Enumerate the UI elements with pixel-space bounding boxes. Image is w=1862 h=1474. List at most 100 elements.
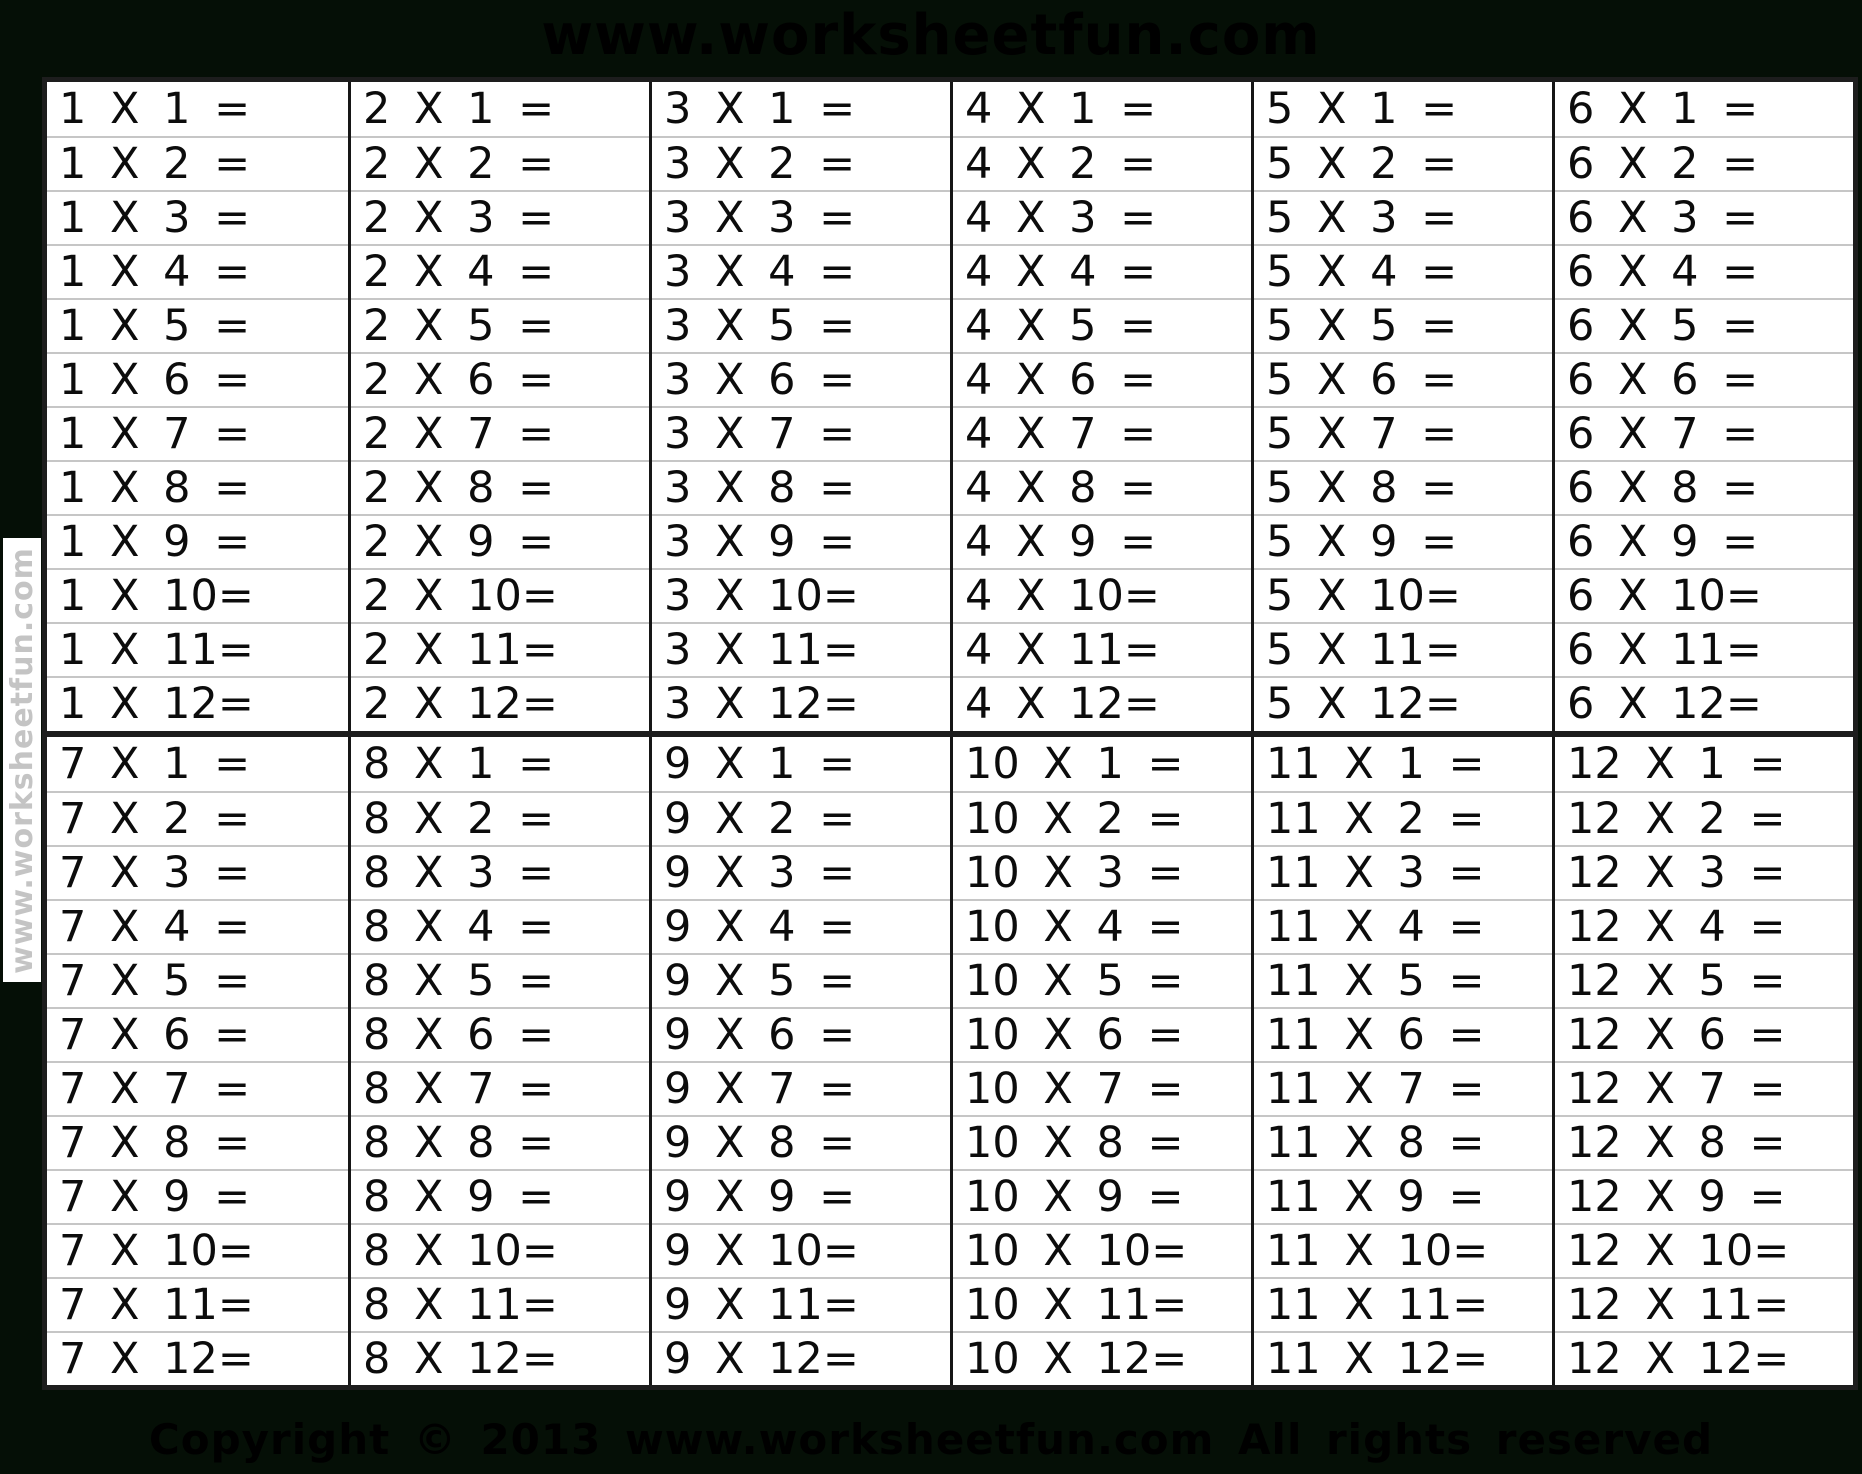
times-table-cell: 10 X 1 =: [965, 738, 1184, 789]
times-table-cell: 2 X 2 =: [351, 136, 649, 190]
times-table-cell: 2 X 12=: [351, 676, 649, 730]
times-table-cell: 4 X 4 =: [953, 244, 1251, 298]
times-table-cell: 12 X 2 =: [1555, 790, 1853, 845]
times-table-cell: 8 X 9 =: [351, 1168, 649, 1223]
times-table-cell: 8 X 6 =: [351, 1006, 649, 1061]
times-table-cell: 6 X 2 =: [1555, 136, 1853, 190]
times-table-cell: 4 X 11=: [953, 622, 1251, 676]
times-table-cell: 11 X 3 =: [1254, 844, 1552, 899]
times-table-cell: 12 X 7 =: [1555, 1060, 1853, 1115]
times-table-cell: 7 X 8 =: [47, 1114, 348, 1169]
times-table-cell: 1 X 11=: [47, 622, 348, 676]
times-table-cell: 5 X 5 =: [1254, 298, 1552, 352]
times-table-cell: 6 X 10=: [1555, 568, 1853, 622]
times-table-cell: 6 X 5 =: [1555, 298, 1853, 352]
times-table-cell: 6 X 11=: [1555, 622, 1853, 676]
times-table-cell: 4 X 10=: [953, 568, 1251, 622]
times-table-block-6: 6 X 1 = 6 X 2 = 6 X 3 = 6 X 4 = 6 X 5 = 6 X 6…: [1552, 82, 1853, 731]
times-table-cell: 6 X 6 =: [1555, 352, 1853, 406]
times-table-cell: 11 X 1 =: [1266, 738, 1485, 789]
times-table-cell: 10 X 4 =: [953, 898, 1251, 953]
times-table-cell: 4 X 6 =: [953, 352, 1251, 406]
times-table-cell: 4 X 5 =: [953, 298, 1251, 352]
times-table-cell: 7 X 9 =: [47, 1168, 348, 1223]
times-table-cell: 10 X 11=: [953, 1276, 1251, 1331]
times-table-cell: 11 X 4 =: [1254, 898, 1552, 953]
times-table-cell: 10 X 8 =: [953, 1114, 1251, 1169]
times-table-cell: 12 X 5 =: [1555, 952, 1853, 1007]
times-table-cell: 4 X 1 =: [965, 84, 1157, 135]
times-table-cell: 7 X 5 =: [47, 952, 348, 1007]
times-table-cell: 4 X 9 =: [953, 514, 1251, 568]
times-table-cell: 9 X 1 =: [664, 738, 856, 789]
times-table-cell: 2 X 4 =: [351, 244, 649, 298]
times-table-cell: 3 X 3 =: [652, 190, 950, 244]
times-table-block-7: 7 X 1 = 7 X 2 = 7 X 3 = 7 X 4 = 7 X 5 = 7 X 6…: [47, 737, 348, 1386]
times-table-cell: 10 X 12=: [953, 1330, 1251, 1385]
times-table-cell: 5 X 10=: [1254, 568, 1552, 622]
times-table-cell: 4 X 3 =: [953, 190, 1251, 244]
times-table-cell: 8 X 8 =: [351, 1114, 649, 1169]
times-table-cell: 3 X 7 =: [652, 406, 950, 460]
times-table-cell: 1 X 4 =: [47, 244, 348, 298]
times-table-cell: 8 X 11=: [351, 1276, 649, 1331]
times-table-cell: 11 X 2 =: [1254, 790, 1552, 845]
times-table-cell: 11 X 6 =: [1254, 1006, 1552, 1061]
times-table-cell: 7 X 2 =: [47, 790, 348, 845]
times-table-cell: 3 X 8 =: [652, 460, 950, 514]
times-table-cell: 4 X 12=: [953, 676, 1251, 730]
times-table-cell: 8 X 10=: [351, 1222, 649, 1277]
times-table-block-9: 9 X 1 = 9 X 2 = 9 X 3 = 9 X 4 = 9 X 5 = 9 X 6…: [649, 736, 950, 1385]
times-table-cell: 11 X 9 =: [1254, 1168, 1552, 1223]
times-table-cell: 1 X 2 =: [47, 136, 348, 190]
times-table-block-3: 3 X 1 = 3 X 2 = 3 X 3 = 3 X 4 = 3 X 5 = 3 X 6…: [649, 82, 950, 731]
times-table-block-11: 11 X 1 = 11 X 2 = 11 X 3 = 11 X 4 = 11 X 5 =…: [1251, 736, 1552, 1385]
times-table-cell: 4 X 7 =: [953, 406, 1251, 460]
times-table-block-12: 12 X 1 = 12 X 2 = 12 X 3 = 12 X 4 = 12 X 5 =…: [1552, 736, 1853, 1385]
times-table-cell: 5 X 7 =: [1254, 406, 1552, 460]
times-table-cell: 3 X 12=: [652, 676, 950, 730]
times-table-cell: 12 X 4 =: [1555, 898, 1853, 953]
times-table-cell: 7 X 12=: [47, 1330, 348, 1385]
times-table-cell: 2 X 11=: [351, 622, 649, 676]
times-table-cell: 3 X 10=: [652, 568, 950, 622]
times-table-cell: 3 X 4 =: [652, 244, 950, 298]
times-table-cell: 6 X 1 =: [1567, 84, 1759, 135]
times-table-cell: 7 X 3 =: [47, 844, 348, 899]
times-table-cell: 6 X 4 =: [1555, 244, 1853, 298]
times-table-cell: 9 X 2 =: [652, 790, 950, 845]
times-table-cell: 12 X 6 =: [1555, 1006, 1853, 1061]
times-table-cell: 11 X 8 =: [1254, 1114, 1552, 1169]
times-table-cell: 12 X 9 =: [1555, 1168, 1853, 1223]
times-table-cell: 12 X 3 =: [1555, 844, 1853, 899]
times-table-block-5: 5 X 1 = 5 X 2 = 5 X 3 = 5 X 4 = 5 X 5 = 5 X 6…: [1251, 82, 1552, 731]
times-table-cell: 2 X 3 =: [351, 190, 649, 244]
site-title: www.worksheetfun.com: [541, 3, 1321, 68]
times-table-cell: 5 X 12=: [1254, 676, 1552, 730]
times-table-cell: 7 X 10=: [47, 1222, 348, 1277]
times-table-cell: 1 X 12=: [47, 676, 348, 730]
times-table-cell: 2 X 7 =: [351, 406, 649, 460]
times-table-block-10: 10 X 1 = 10 X 2 = 10 X 3 = 10 X 4 = 10 X 5 =…: [950, 736, 1251, 1385]
times-table-cell: 2 X 10=: [351, 568, 649, 622]
times-table-cell: 1 X 7 =: [47, 406, 348, 460]
times-table-cell: 5 X 4 =: [1254, 244, 1552, 298]
times-table-cell: 1 X 1 =: [59, 84, 251, 135]
times-table-cell: 12 X 1 =: [1567, 738, 1786, 789]
multiplication-table: 1 X 1 = 1 X 2 = 1 X 3 = 1 X 4 = 1 X 5 = 1 X 6…: [42, 77, 1858, 1390]
times-table-cell: 8 X 4 =: [351, 898, 649, 953]
times-table-cell: 11 X 10=: [1254, 1222, 1552, 1277]
times-table-cell: 10 X 10=: [953, 1222, 1251, 1277]
times-table-cell: 3 X 6 =: [652, 352, 950, 406]
times-table-cell: 10 X 6 =: [953, 1006, 1251, 1061]
times-table-cell: 1 X 9 =: [47, 514, 348, 568]
times-table-cell: 8 X 2 =: [351, 790, 649, 845]
times-table-cell: 1 X 3 =: [47, 190, 348, 244]
copyright-footer: Copyright © 2013 www.worksheetfun.com Al…: [148, 1415, 1714, 1464]
times-table-cell: 12 X 11=: [1555, 1276, 1853, 1331]
times-table-cell: 3 X 2 =: [652, 136, 950, 190]
times-table-cell: 3 X 1 =: [664, 84, 856, 135]
times-table-cell: 9 X 10=: [652, 1222, 950, 1277]
times-table-cell: 5 X 9 =: [1254, 514, 1552, 568]
times-table-block-2: 2 X 1 = 2 X 2 = 2 X 3 = 2 X 4 = 2 X 5 = 2 X 6…: [348, 82, 649, 731]
